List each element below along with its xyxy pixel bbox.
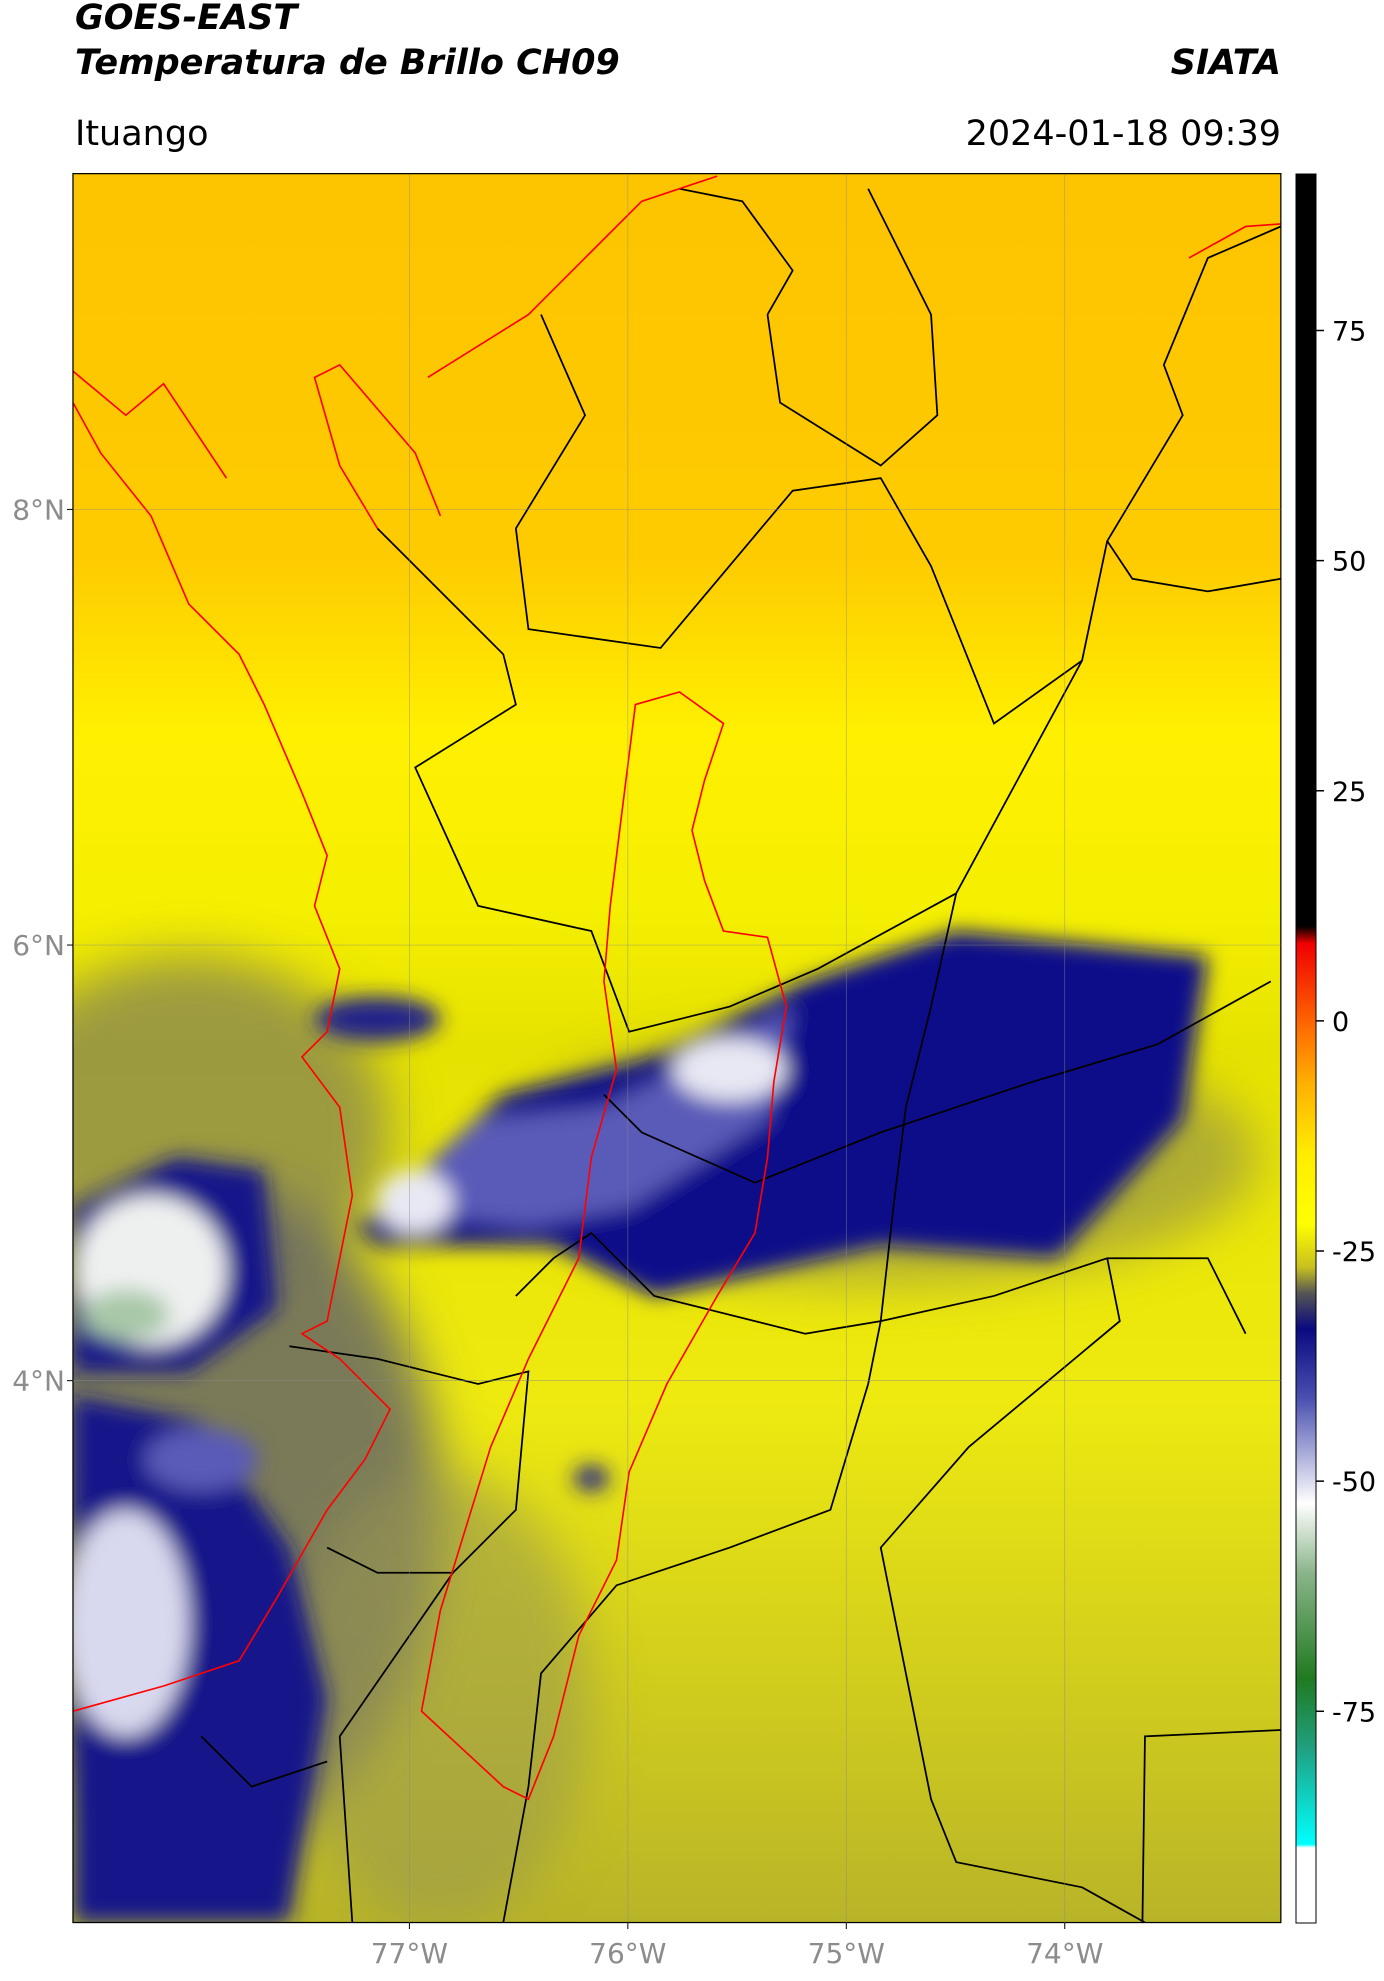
- map-frame: [72, 173, 1282, 1924]
- source: SIATA: [1170, 43, 1281, 83]
- y-tick-label: 4°N: [12, 1365, 65, 1398]
- graticule: 77°W 76°W 75°W 74°W 8°N 6°N 4°N: [12, 174, 1281, 1970]
- x-tick-label: 74°W: [1026, 1937, 1103, 1970]
- datetime: 2024-01-18 09:39: [965, 114, 1281, 154]
- coastline-and-boundary: [72, 175, 1281, 1801]
- colorbar-tick-label: 75: [1332, 316, 1366, 347]
- colorbar-tick-label: 25: [1332, 777, 1366, 808]
- colorbar-tick-label: 50: [1332, 547, 1366, 578]
- subtitle: Temperatura de Brillo CH09: [75, 43, 620, 83]
- x-tick-label: 75°W: [808, 1937, 885, 1970]
- admin-borders: [200, 187, 1281, 1923]
- colorbar: [1295, 173, 1317, 1924]
- title: GOES-EAST: [75, 0, 298, 38]
- colorbar-tick-label: -75: [1332, 1697, 1376, 1728]
- x-tick-label: 76°W: [589, 1937, 666, 1970]
- colorbar-tick-label: -50: [1332, 1467, 1376, 1498]
- y-tick-label: 6°N: [12, 929, 65, 962]
- colorbar-tick-label: 0: [1332, 1007, 1349, 1038]
- y-tick-label: 8°N: [12, 493, 65, 526]
- cloud-tops: [72, 931, 1208, 1923]
- colorbar-tick-label: -25: [1332, 1237, 1376, 1268]
- x-tick-label: 77°W: [371, 1937, 448, 1970]
- region: Ituango: [75, 114, 209, 154]
- map-drawing: [72, 173, 1282, 1924]
